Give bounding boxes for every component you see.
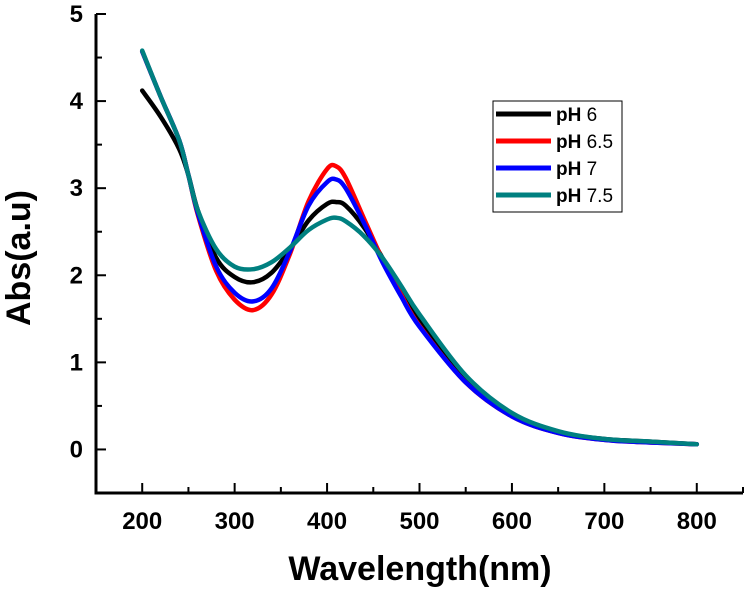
x-tick-label: 400	[307, 508, 347, 535]
series-line-4	[139, 48, 700, 447]
tick-labels: 0 1 2 3 4 5 200 300 400 500 600 700 800	[70, 1, 717, 535]
x-tick-label: 700	[584, 508, 624, 535]
axes	[94, 13, 744, 495]
x-tick-label: 300	[215, 508, 255, 535]
x-tick-label: 600	[492, 508, 532, 535]
y-tick-label: 1	[70, 349, 83, 376]
y-tick-label: 2	[70, 262, 83, 289]
x-tick-label: 500	[399, 508, 439, 535]
legend-label-3: pH 7	[556, 159, 597, 180]
legend-label-1: pH 6	[556, 105, 597, 126]
x-tick-label: 800	[677, 508, 717, 535]
plot-lines	[139, 48, 700, 447]
y-axis-title: Abs(a.u)	[0, 190, 38, 326]
x-tick-label: 200	[122, 508, 162, 535]
legend-label-2: pH 6.5	[556, 132, 613, 153]
y-tick-label: 3	[70, 175, 83, 202]
legend-label-4: pH 7.5	[556, 186, 613, 207]
legend: pH 6 pH 6.5 pH 7 pH 7.5	[492, 100, 623, 213]
y-tick-label: 4	[70, 88, 84, 115]
x-axis-title: Wavelength(nm)	[288, 550, 551, 588]
y-tick-label: 0	[70, 436, 83, 463]
y-tick-label: 5	[70, 1, 83, 28]
